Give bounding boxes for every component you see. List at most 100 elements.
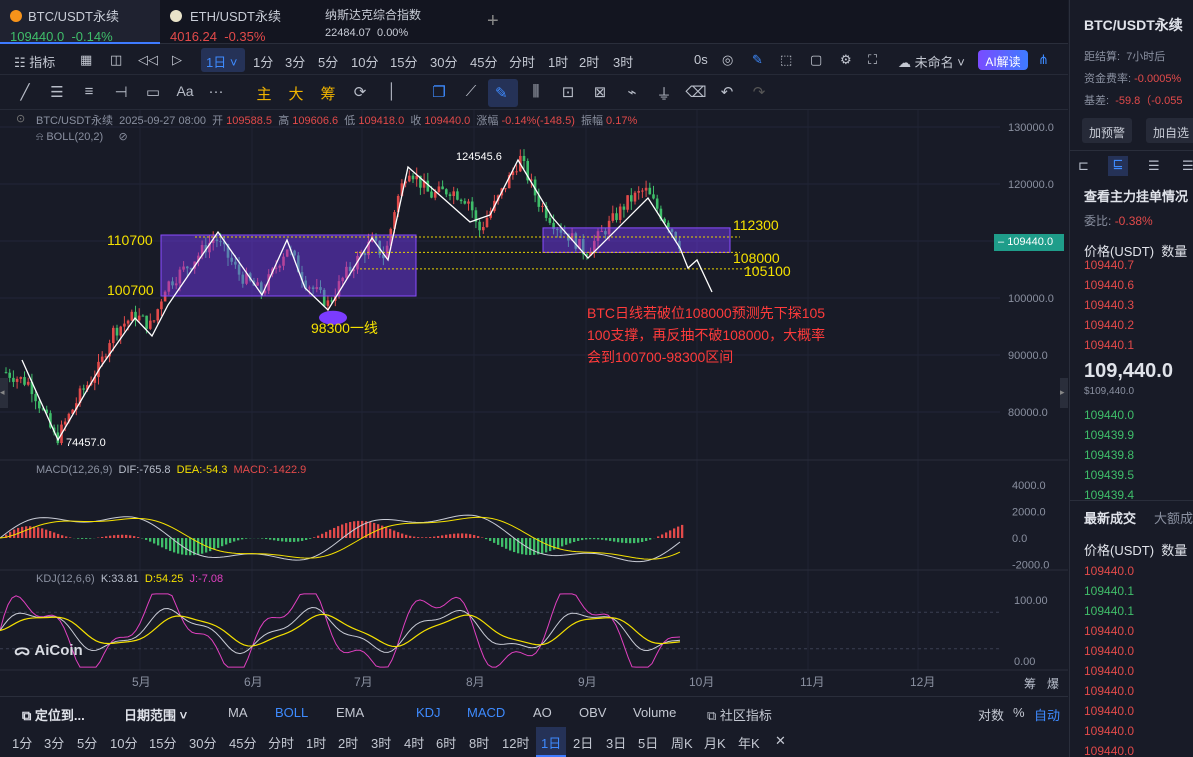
big-trades-tab[interactable]: 大额成 xyxy=(1154,511,1193,526)
ruler-icon[interactable]: ⟋ xyxy=(465,83,477,100)
chip-corner[interactable]: 筹 xyxy=(1024,677,1037,691)
period-21[interactable]: 年K xyxy=(738,736,760,751)
close-icon[interactable]: ✕ xyxy=(775,733,786,748)
window-icon[interactable]: ▢ xyxy=(810,52,823,67)
latest-trades-tab[interactable]: 最新成交 xyxy=(1084,511,1137,526)
interval-5[interactable]: 30分 xyxy=(430,55,458,70)
period-8[interactable]: 1时 xyxy=(306,736,327,751)
share-icon[interactable]: ⋔ xyxy=(1038,52,1049,67)
indicator-ao[interactable]: AO xyxy=(533,705,552,720)
redo-icon[interactable]: ↷ xyxy=(752,84,766,101)
add-tab-button[interactable]: + xyxy=(487,10,499,32)
interval-7[interactable]: 分时 xyxy=(509,55,536,70)
indicator-ema[interactable]: EMA xyxy=(336,705,365,720)
percent-toggle[interactable]: % xyxy=(1013,705,1025,720)
interval-0[interactable]: 1分 xyxy=(253,55,274,70)
interval-2[interactable]: 5分 xyxy=(318,55,339,70)
ai-button[interactable]: AI解读 xyxy=(978,50,1028,70)
refresh-icon[interactable]: ⟳ xyxy=(353,84,367,101)
period-5[interactable]: 30分 xyxy=(189,736,217,751)
interval-10[interactable]: 3时 xyxy=(613,55,634,70)
period-19[interactable]: 周K xyxy=(671,736,693,751)
period-dropdown[interactable]: 1日 ˅ xyxy=(201,48,245,72)
period-15[interactable]: 1日 xyxy=(541,736,562,751)
line-icon[interactable]: ╱ xyxy=(20,84,30,101)
locate-button[interactable]: ⧉ 定位到... xyxy=(22,708,85,723)
indicator-boll[interactable]: BOLL xyxy=(275,705,309,720)
right-collapse-handle[interactable]: ▸ xyxy=(1060,378,1068,408)
indicator-button[interactable]: ☷ 指标 xyxy=(14,55,56,70)
period-3[interactable]: 10分 xyxy=(110,736,138,751)
period-10[interactable]: 3时 xyxy=(371,736,392,751)
bids-icon[interactable]: ☰ xyxy=(1148,158,1160,173)
camera-icon[interactable]: ◎ xyxy=(722,52,734,67)
brush-icon[interactable]: ⌁ xyxy=(627,84,637,101)
interval-8[interactable]: 1时 xyxy=(548,55,569,70)
main-force-button[interactable]: 主 xyxy=(256,86,272,103)
copy-icon[interactable]: ❐ xyxy=(432,84,446,101)
community-indicator-button[interactable]: ⧉ 社区指标 xyxy=(707,708,772,723)
period-11[interactable]: 4时 xyxy=(404,736,425,751)
period-4[interactable]: 15分 xyxy=(149,736,177,751)
play-icon[interactable]: ▷ xyxy=(172,52,182,67)
period-7[interactable]: 分时 xyxy=(268,736,295,751)
candle-icon[interactable]: ⫼ xyxy=(532,83,540,100)
depth-icon[interactable]: ⊏ xyxy=(1078,158,1089,173)
split-icon[interactable]: ◫ xyxy=(110,52,123,67)
hline-icon[interactable]: ⊣ xyxy=(114,84,128,101)
date-range-dropdown[interactable]: 日期范围 ˅ xyxy=(124,708,188,723)
add-alert-button[interactable]: 加预警 xyxy=(1082,118,1132,143)
interval-3[interactable]: 10分 xyxy=(351,55,379,70)
liquidation-corner[interactable]: 爆 xyxy=(1047,677,1060,691)
auto-toggle[interactable]: 自动 xyxy=(1034,708,1061,723)
indicator-macd[interactable]: MACD xyxy=(467,705,506,720)
period-18[interactable]: 5日 xyxy=(638,736,659,751)
big-order-button[interactable]: 大 xyxy=(288,86,304,103)
undo-icon[interactable]: ↶ xyxy=(720,84,734,101)
chip-button[interactable]: 筹 xyxy=(320,86,336,103)
lock-icon[interactable]: ⊡ xyxy=(561,84,575,101)
calendar-icon[interactable]: ▦ xyxy=(80,52,93,67)
indicator-volume[interactable]: Volume xyxy=(633,705,677,720)
trash-icon[interactable]: ⌫ xyxy=(685,84,707,101)
add-watchlist-button[interactable]: 加自选 xyxy=(1146,118,1193,143)
fullscreen-icon[interactable]: ⛶ xyxy=(868,52,878,67)
chart-area[interactable]: 130000.0120000.0110000.0100000.090000.08… xyxy=(0,110,1068,695)
indicator-obv[interactable]: OBV xyxy=(579,705,607,720)
text-tool[interactable]: Aa xyxy=(176,83,194,99)
orderbook-link[interactable]: 查看主力挂单情况 xyxy=(1084,189,1189,204)
period-9[interactable]: 2时 xyxy=(338,736,359,751)
period-1[interactable]: 3分 xyxy=(44,736,65,751)
period-2[interactable]: 5分 xyxy=(77,736,98,751)
pencil-tool[interactable]: ✎ xyxy=(488,79,518,107)
filter-icon[interactable]: ⏚ xyxy=(656,86,672,103)
layout-dropdown[interactable]: ☁ 未命名 ˅ xyxy=(898,55,965,70)
left-collapse-handle[interactable]: ◂ xyxy=(0,378,8,408)
parallel-icon[interactable]: ☰ xyxy=(50,84,64,101)
edit-icon[interactable]: ✎ xyxy=(752,52,763,67)
zero-s[interactable]: 0s xyxy=(694,52,708,67)
interval-1[interactable]: 3分 xyxy=(285,55,306,70)
tab-eth[interactable]: ETH/USDT永续 4016.24 -0.35% xyxy=(160,0,310,44)
screenshot-icon[interactable]: ⬚ xyxy=(780,52,793,67)
fib-icon[interactable]: ≡ xyxy=(84,83,94,100)
asks-icon[interactable]: ☰ xyxy=(1182,158,1193,173)
tab-nasdaq[interactable]: 纳斯达克综合指数 22484.07 0.00% xyxy=(315,0,465,44)
period-0[interactable]: 1分 xyxy=(12,736,33,751)
more-tools[interactable]: ··· xyxy=(208,83,224,100)
log-toggle[interactable]: 对数 xyxy=(978,708,1005,723)
period-13[interactable]: 8时 xyxy=(469,736,490,751)
tab-btc[interactable]: BTC/USDT永续 109440.0 -0.14% xyxy=(0,0,160,44)
indicator-ma[interactable]: MA xyxy=(228,705,248,720)
period-6[interactable]: 45分 xyxy=(229,736,257,751)
rewind-icon[interactable]: ◁◁ xyxy=(138,52,158,67)
period-20[interactable]: 月K xyxy=(704,736,726,751)
book-icon[interactable]: ⊑ xyxy=(1108,156,1128,176)
interval-4[interactable]: 15分 xyxy=(390,55,418,70)
period-12[interactable]: 6时 xyxy=(436,736,457,751)
gear-icon[interactable]: ⚙ xyxy=(840,52,852,67)
interval-6[interactable]: 45分 xyxy=(470,55,498,70)
rect-icon[interactable]: ▭ xyxy=(145,84,161,101)
settings-icon[interactable]: ⊙ xyxy=(16,113,26,125)
magnet-icon[interactable]: ⊠ xyxy=(593,84,607,101)
